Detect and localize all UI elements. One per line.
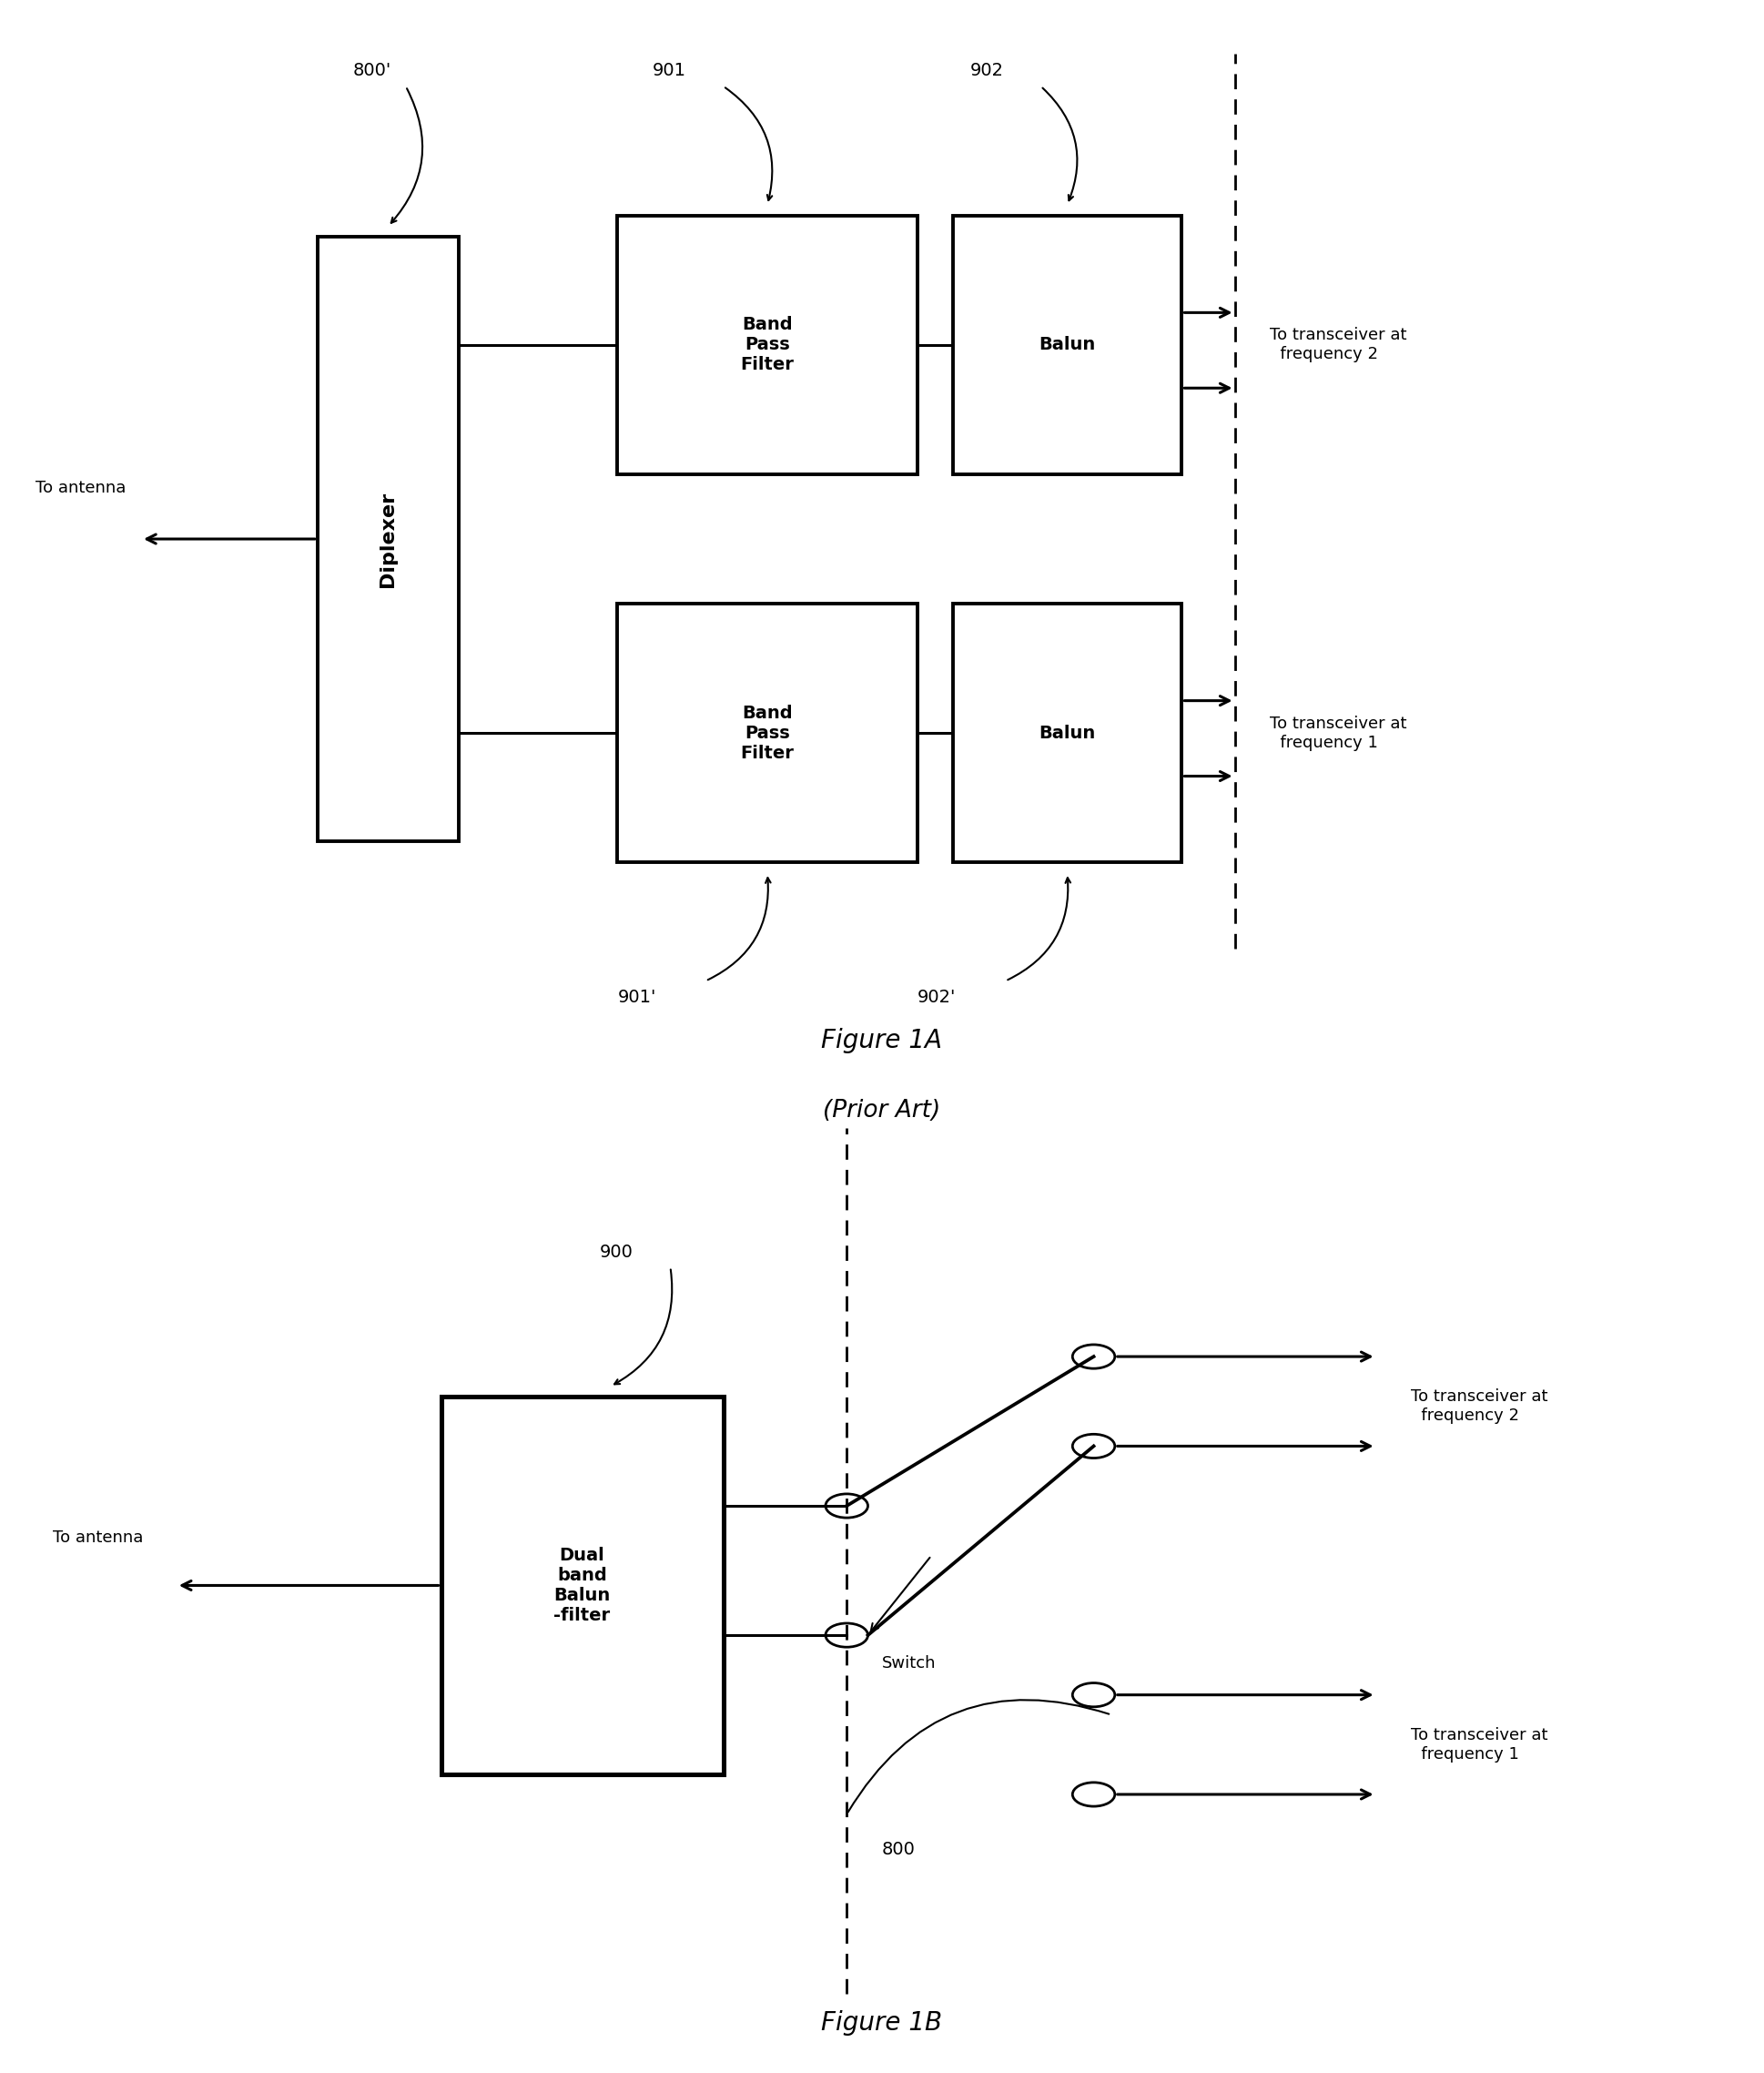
Bar: [953, 603, 1182, 862]
Text: To transceiver at
  frequency 2: To transceiver at frequency 2: [1411, 1389, 1549, 1424]
Text: To antenna: To antenna: [35, 479, 125, 495]
Text: Diplexer: Diplexer: [379, 491, 397, 587]
Text: To transceiver at
  frequency 1: To transceiver at frequency 1: [1270, 715, 1408, 750]
Text: 902': 902': [917, 989, 956, 1005]
Bar: [617, 216, 917, 475]
Bar: [441, 1397, 723, 1774]
Text: 900: 900: [600, 1244, 633, 1260]
Text: 901': 901': [617, 989, 656, 1005]
Text: Switch: Switch: [882, 1654, 937, 1671]
Text: 800': 800': [353, 62, 392, 79]
Bar: [617, 603, 917, 862]
Text: Figure 1B: Figure 1B: [822, 2011, 942, 2036]
Text: Balun: Balun: [1039, 336, 1095, 354]
Text: (Prior Art): (Prior Art): [824, 1099, 940, 1121]
Text: To antenna: To antenna: [53, 1530, 143, 1546]
Text: Dual
band
Balun
-filter: Dual band Balun -filter: [554, 1546, 610, 1623]
Text: Band
Pass
Filter: Band Pass Filter: [741, 317, 794, 373]
Bar: [318, 236, 459, 842]
Text: To transceiver at
  frequency 2: To transceiver at frequency 2: [1270, 328, 1408, 363]
Text: Balun: Balun: [1039, 723, 1095, 742]
Text: 902: 902: [970, 62, 1004, 79]
Text: 800: 800: [882, 1841, 916, 1857]
Bar: [953, 216, 1182, 475]
Text: To transceiver at
  frequency 1: To transceiver at frequency 1: [1411, 1727, 1549, 1762]
Text: 901: 901: [653, 62, 686, 79]
Text: Band
Pass
Filter: Band Pass Filter: [741, 705, 794, 761]
Text: Figure 1A: Figure 1A: [822, 1028, 942, 1053]
